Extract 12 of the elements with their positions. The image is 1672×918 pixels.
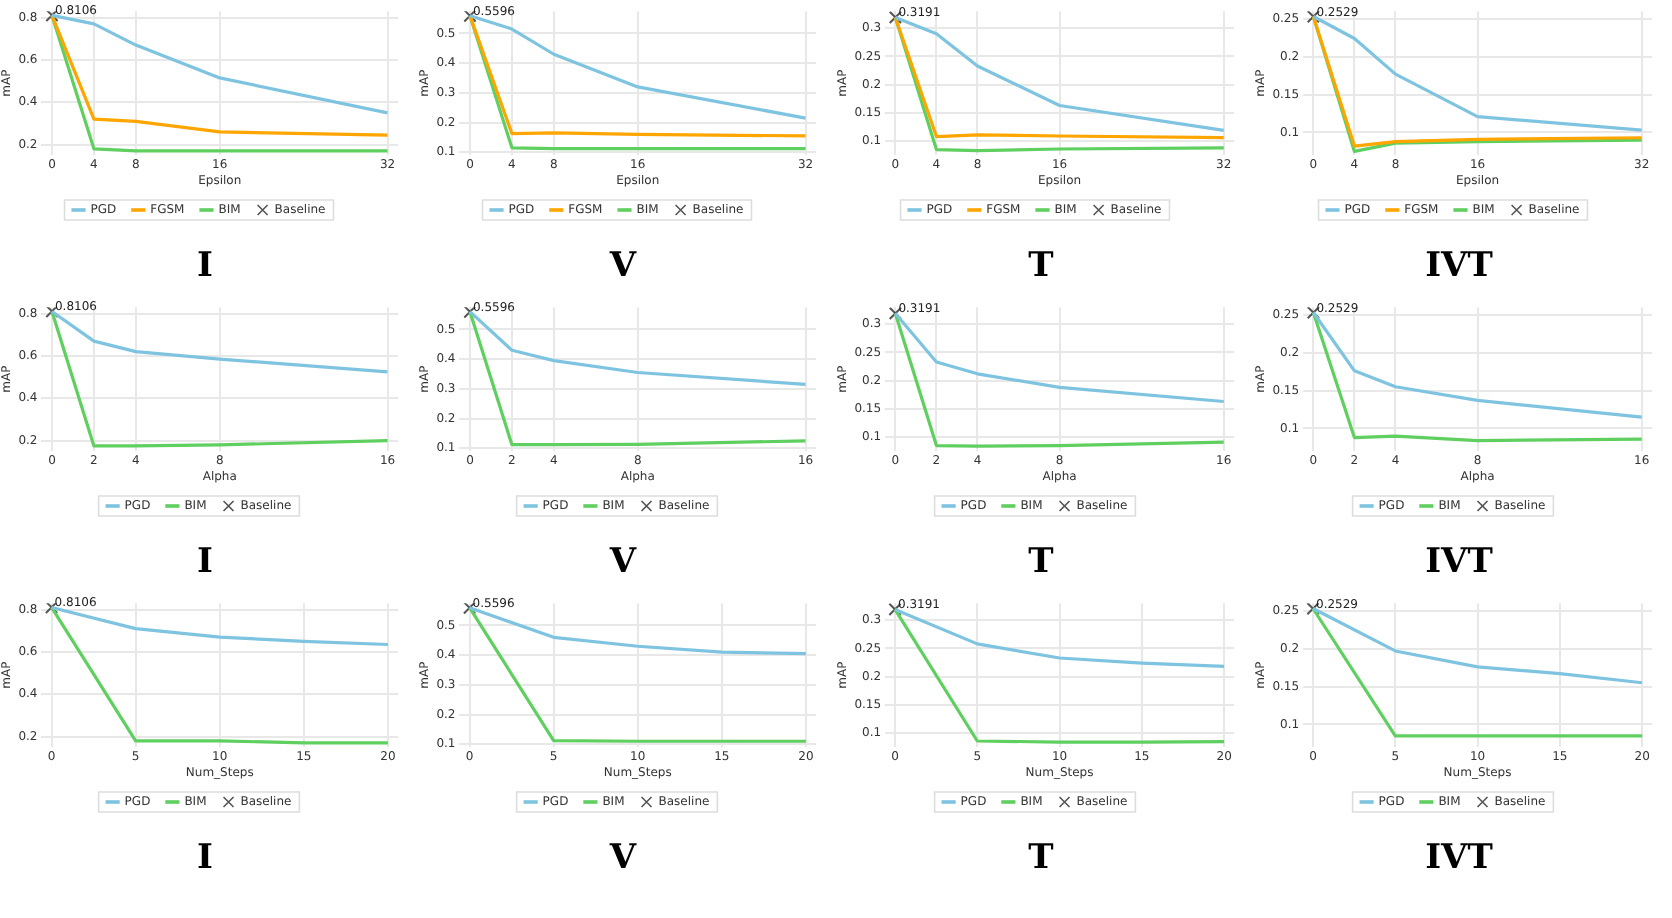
text: V xyxy=(607,836,639,882)
text: I xyxy=(195,540,215,586)
text: IVT xyxy=(1423,244,1495,290)
text: I xyxy=(195,244,215,290)
text: T xyxy=(1026,836,1056,882)
text: IVT xyxy=(1423,836,1495,882)
text: V xyxy=(607,244,639,290)
text: IVT xyxy=(1423,540,1495,586)
text: I xyxy=(195,836,215,882)
text: T xyxy=(1026,244,1056,290)
text: V xyxy=(607,540,639,586)
text: T xyxy=(1026,540,1056,586)
